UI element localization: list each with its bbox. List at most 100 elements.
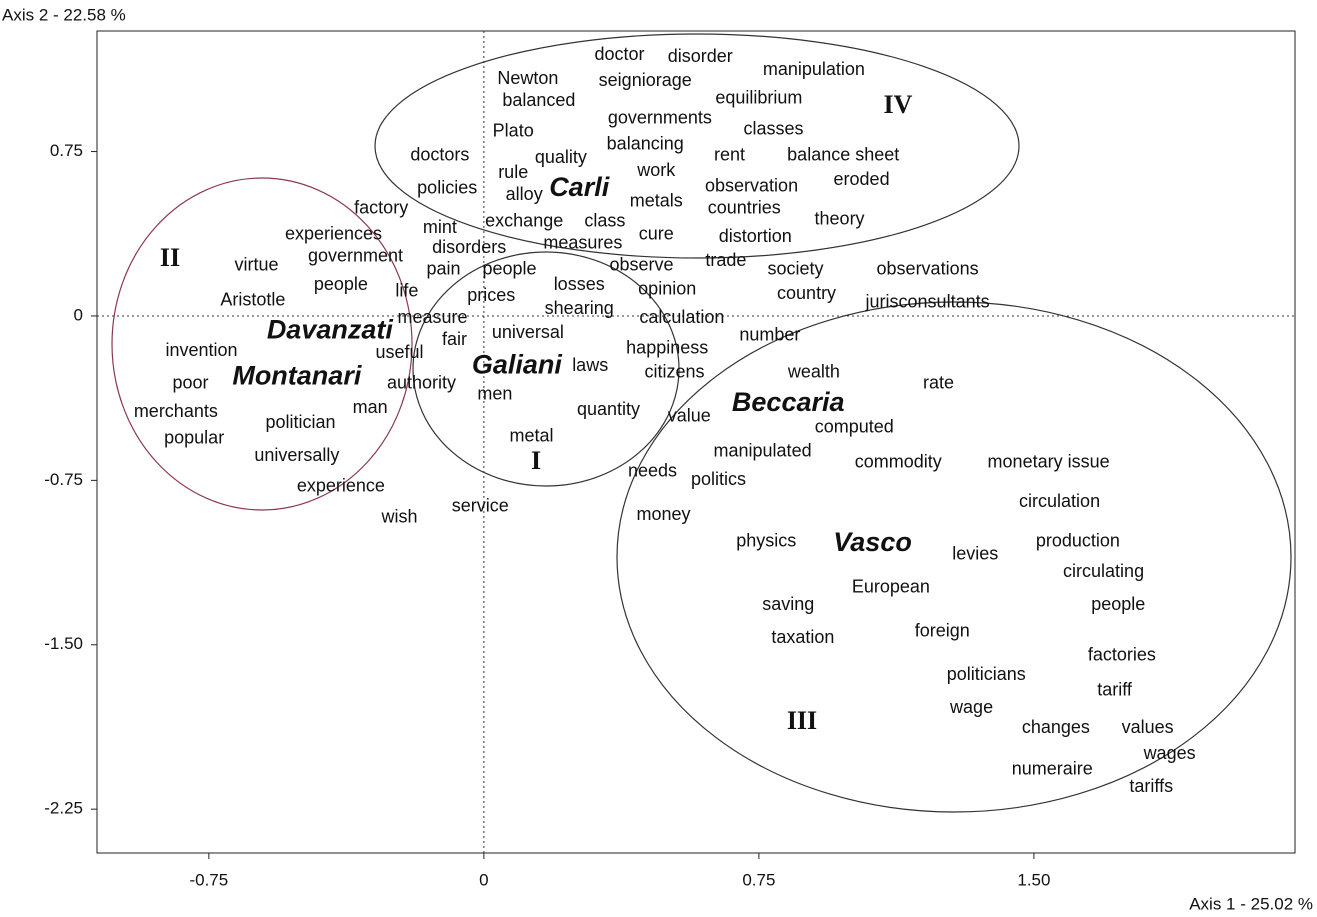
word-label: observe	[610, 254, 674, 274]
word-label: manipulation	[763, 59, 865, 79]
word-label: factories	[1088, 644, 1156, 664]
word-label: commodity	[855, 452, 942, 472]
word-label: invention	[165, 340, 237, 360]
word-label: rent	[714, 145, 745, 165]
word-label: observation	[705, 175, 798, 195]
cluster-ellipse	[412, 251, 680, 487]
word-label: wage	[949, 697, 993, 717]
word-label: number	[739, 324, 800, 344]
cluster-label: II	[160, 243, 180, 272]
word-label: governments	[608, 107, 712, 127]
author-label: Carli	[549, 172, 610, 202]
word-label: government	[308, 246, 403, 266]
word-label: wages	[1143, 743, 1196, 763]
author-label: Davanzati	[267, 314, 394, 344]
x-tick-label: 0.75	[742, 870, 775, 889]
word-label: measures	[543, 232, 622, 252]
word-label: work	[636, 160, 676, 180]
word-label: balancing	[607, 134, 684, 154]
word-label: computed	[815, 417, 894, 437]
word-label: eroded	[834, 169, 890, 189]
word-label: changes	[1022, 717, 1090, 737]
word-label: values	[1122, 717, 1174, 737]
word-label: tariff	[1097, 680, 1133, 700]
word-label: people	[314, 274, 368, 294]
word-label: exchange	[485, 210, 563, 230]
author-label: Montanari	[232, 360, 362, 390]
cluster-label: I	[531, 446, 541, 475]
word-label: happiness	[626, 338, 708, 358]
word-label: universally	[254, 445, 339, 465]
word-label: mint	[423, 217, 457, 237]
word-label: circulating	[1063, 561, 1144, 581]
x-tick-label: 1.50	[1017, 870, 1050, 889]
word-label: manipulated	[714, 441, 812, 461]
word-label: alloy	[506, 184, 543, 204]
word-label: foreign	[915, 620, 970, 640]
word-label: seigniorage	[599, 70, 692, 90]
word-label: experiences	[285, 224, 382, 244]
word-label: class	[584, 210, 625, 230]
cluster-label: IV	[884, 90, 913, 119]
y-tick-label: -0.75	[44, 470, 83, 489]
word-label: politicians	[947, 664, 1026, 684]
word-label: theory	[815, 208, 865, 228]
word-label: calculation	[639, 307, 724, 327]
word-label: levies	[952, 544, 998, 564]
y-tick-label: 0	[74, 305, 83, 324]
word-label: Plato	[493, 121, 534, 141]
word-label: balanced	[502, 90, 575, 110]
author-label: Galiani	[472, 350, 563, 380]
word-label: doctors	[410, 145, 469, 165]
word-label: rule	[498, 162, 528, 182]
word-label: citizens	[645, 362, 705, 382]
word-label: money	[637, 504, 691, 524]
word-label: physics	[736, 530, 796, 550]
word-label: fair	[442, 329, 467, 349]
word-label: doctor	[595, 44, 645, 64]
word-label: quantity	[577, 399, 640, 419]
word-label: numeraire	[1012, 758, 1093, 778]
cluster-ellipses	[111, 33, 1292, 813]
y-axis-title: Axis 2 - 22.58 %	[2, 5, 126, 24]
word-label: circulation	[1019, 491, 1100, 511]
x-tick-label: 0	[479, 870, 488, 889]
word-label: countries	[708, 197, 781, 217]
word-label: man	[353, 397, 388, 417]
word-label: jurisconsultants	[865, 292, 990, 312]
word-label: wish	[381, 506, 418, 526]
word-label: shearing	[545, 298, 614, 318]
word-label: observations	[877, 259, 979, 279]
word-label: service	[452, 495, 509, 515]
cluster-ellipse	[616, 301, 1292, 813]
x-tick-label: -0.75	[189, 870, 228, 889]
word-label: disorders	[432, 237, 506, 257]
word-label: life	[395, 281, 418, 301]
plot-frame	[96, 30, 1296, 854]
word-label: experience	[297, 476, 385, 496]
word-label: distortion	[719, 226, 792, 246]
word-label: rate	[923, 373, 954, 393]
y-tick-label: 0.75	[50, 141, 83, 160]
word-label: saving	[762, 594, 814, 614]
word-label: production	[1036, 530, 1120, 550]
word-label: equilibrium	[715, 88, 802, 108]
word-label: value	[668, 406, 711, 426]
y-tick-label: -1.50	[44, 634, 83, 653]
word-label: pain	[427, 259, 461, 279]
word-label: poor	[172, 373, 208, 393]
cluster-ellipse	[111, 177, 413, 511]
word-label: country	[777, 283, 836, 303]
word-label: laws	[572, 355, 608, 375]
word-label: politician	[265, 412, 335, 432]
word-label: merchants	[134, 401, 218, 421]
word-label: tariffs	[1129, 776, 1173, 796]
word-label: Aristotle	[220, 289, 285, 309]
word-label: universal	[492, 322, 564, 342]
word-label: monetary issue	[988, 452, 1110, 472]
word-label: popular	[164, 427, 224, 447]
word-label: people	[483, 259, 537, 279]
word-label: classes	[744, 118, 804, 138]
word-label: politics	[691, 469, 746, 489]
word-label: disorder	[668, 46, 733, 66]
